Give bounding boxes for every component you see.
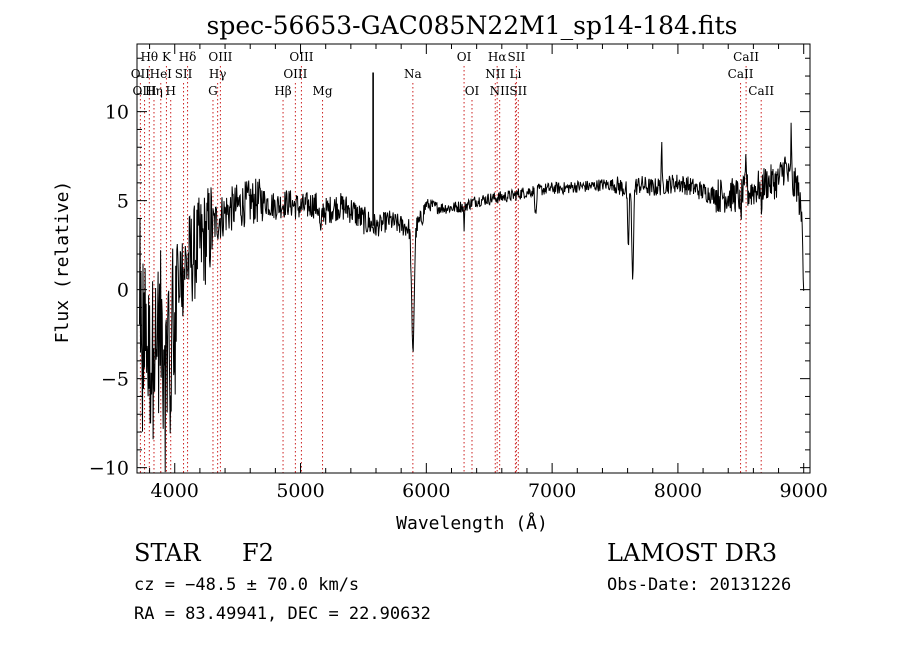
line-label: Hβ [274,84,291,98]
line-label: OIII [289,50,313,64]
line-label: SII [509,84,527,98]
line-label: CaII [733,50,759,64]
y-axis: −10 −5 0 5 10 [89,57,810,480]
y-tick-label: 10 [105,102,129,124]
line-label: Hγ [209,67,227,81]
line-label: OIII [133,84,157,98]
x-tick-label: 5000 [276,480,324,502]
y-axis-label: Flux (relative) [52,181,73,344]
line-label: NII [485,67,505,81]
x-tick-label: 7000 [528,480,576,502]
x-tick-label: 8000 [654,480,702,502]
line-label: Hη [145,84,163,98]
line-label: NII [490,84,510,98]
line-label: Hδ [179,50,197,64]
line-markers [139,66,762,473]
object-type: STAR [134,539,201,567]
line-label: Hθ [140,50,158,64]
line-label: K [162,50,172,64]
obs-date: Obs-Date: 20131226 [607,575,792,595]
subclass: F2 [242,539,274,567]
line-label: OII [131,67,151,81]
y-tick-label: 0 [117,280,129,302]
line-label: SII [175,67,193,81]
y-tick-label: −10 [89,458,129,480]
chart-title: spec-56653-GAC085N22M1_sp14-184.fits [207,11,738,40]
line-label: OI [465,84,480,98]
line-label: G [208,84,218,98]
y-tick-label: −5 [101,369,129,391]
line-label: OIII [208,50,232,64]
x-tick-label: 6000 [402,480,450,502]
spectrum-line [139,122,805,473]
plot-frame [136,43,811,474]
survey-name: LAMOST DR3 [607,539,778,567]
line-label: H [165,84,175,98]
line-label: OIII [283,67,307,81]
y-tick-label: 5 [117,191,129,213]
line-label: Mg [313,84,333,98]
x-axis-label: Wavelength (Å) [396,512,548,534]
line-label: HeI [150,67,173,81]
redshift-readout: cz = −48.5 ± 70.0 km/s [134,575,360,595]
line-label: SII [508,50,526,64]
line-label: OI [457,50,472,64]
x-axis: 4000 5000 6000 7000 8000 9000 [149,44,828,502]
line-label: CaII [728,67,754,81]
x-tick-label: 4000 [151,480,199,502]
line-label: Na [404,67,422,81]
line-label: Hα [488,50,507,64]
coordinates: RA = 83.49941, DEC = 22.90632 [134,604,431,624]
line-label: Li [509,67,521,81]
x-tick-label: 9000 [780,480,828,502]
line-label: CaII [748,84,774,98]
